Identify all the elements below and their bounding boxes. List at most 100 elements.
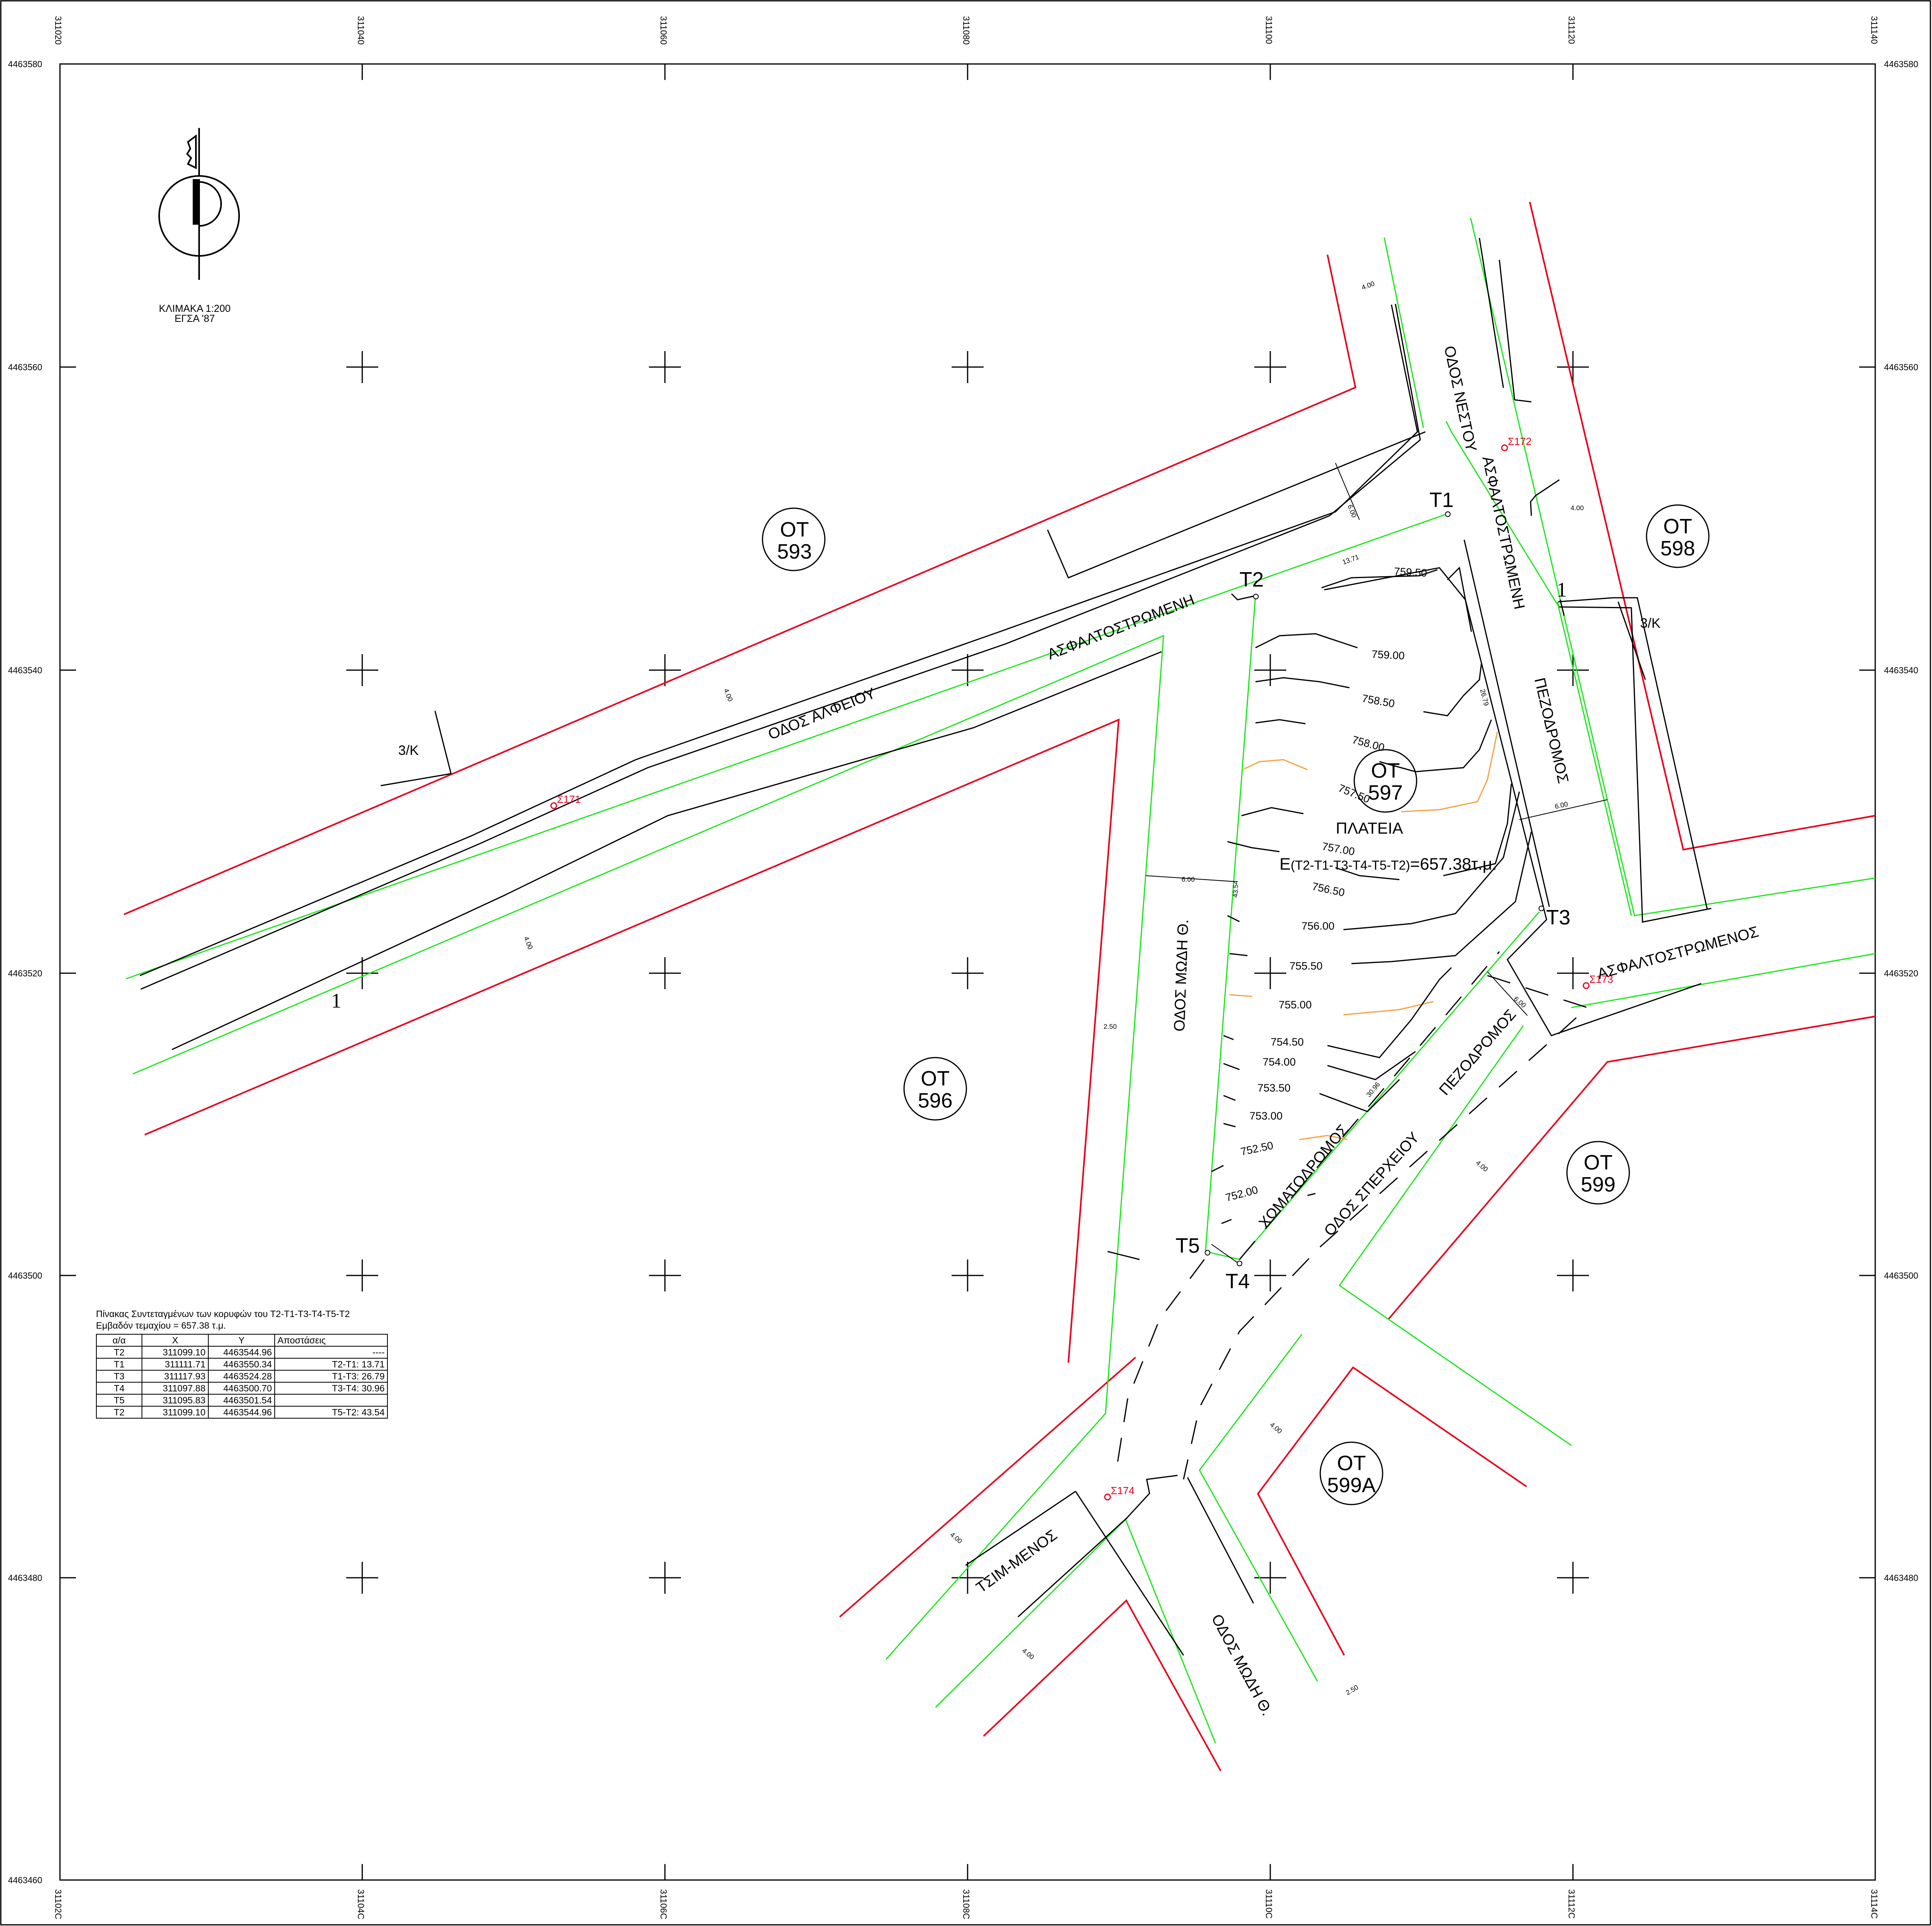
ot-597: ΟΤ — [1371, 759, 1400, 782]
contour-label: 754.50 — [1271, 1036, 1304, 1048]
coordinates-table: Πίνακας Συντεταγμένων των κορυφών του Τ2… — [96, 1308, 388, 1419]
benchmark-s171: Σ171 — [557, 793, 581, 805]
table-cell: 4463550.34 — [208, 1358, 275, 1371]
table-row: T3 311117.93 4463524.28 T1-T3: 26.79 — [96, 1370, 388, 1383]
grid-labels-left: 4463580 4463560 4463540 4463520 4463500 … — [8, 59, 42, 1885]
grid-label-left: 4463580 — [8, 59, 42, 69]
grid-label-right: 4463580 — [1884, 59, 1918, 69]
benchmark-points — [550, 444, 1590, 1501]
table-cell: 311117.93 — [142, 1370, 209, 1383]
table-cell: T5-T2: 43.54 — [274, 1406, 388, 1419]
ot-593: ΟΤ — [780, 518, 809, 541]
grid-label-top: 311060 — [659, 16, 669, 45]
vertex-t4: T4 — [1225, 1270, 1250, 1293]
grid-label-bottom: 31114C — [1869, 1889, 1879, 1919]
grid-label-top: 311020 — [53, 16, 63, 45]
contours — [1211, 569, 1532, 1224]
ot-598: ΟΤ — [1663, 515, 1692, 538]
contour-label: 759.00 — [1371, 648, 1405, 662]
dimension-label: 2.50 — [1345, 1683, 1360, 1696]
contour-label: 758.00 — [1351, 734, 1386, 754]
dimension-label: 4.00 — [1020, 1647, 1036, 1661]
contour-label: 753.00 — [1249, 1110, 1283, 1122]
table-header-row: α/α X Y Αποστάσεις — [96, 1334, 388, 1347]
grid-label-bottom: 31104C — [356, 1889, 366, 1920]
vertex-t5: T5 — [1176, 1234, 1200, 1257]
grid-label-top: 311100 — [1264, 16, 1274, 44]
ot-598: 598 — [1661, 537, 1695, 560]
grid-label-top: 311140 — [1869, 16, 1879, 44]
table-cell: 4463544.96 — [208, 1406, 275, 1419]
grid-label-bottom: 31108C — [961, 1889, 971, 1920]
contour-label: 756.00 — [1301, 920, 1335, 932]
grid-label-right: 4463560 — [1884, 362, 1918, 372]
grid-label-bottom: 31102C — [53, 1889, 63, 1920]
table-cell: 311097.88 — [142, 1382, 209, 1395]
grid-label-left: 4463520 — [8, 968, 42, 978]
vertex-t1: T1 — [1429, 489, 1454, 512]
table-cell: T4 — [96, 1382, 142, 1395]
grid-label-right: 4463540 — [1884, 665, 1918, 675]
grid-label-top: 311080 — [961, 16, 971, 45]
dimension-label: 4.00 — [1268, 1421, 1283, 1435]
ot-593: 593 — [777, 540, 812, 563]
grid-label-top: 311120 — [1567, 16, 1577, 44]
contour-label: 756.50 — [1311, 880, 1346, 899]
table-cell: 4463544.96 — [208, 1346, 275, 1359]
ot-599: 599 — [1581, 1173, 1616, 1196]
contour-label: 754.00 — [1263, 1056, 1296, 1068]
grid-label-left: 4463560 — [8, 362, 42, 372]
floor-mark: 1 — [1557, 579, 1567, 601]
dimension-lines — [1146, 463, 1608, 1266]
contour-label: 758.50 — [1361, 692, 1396, 710]
ot-596: ΟΤ — [921, 1067, 950, 1090]
vertex-points — [1205, 511, 1544, 1266]
table-cell: 311095.83 — [142, 1394, 209, 1407]
table-header: Αποστάσεις — [274, 1334, 388, 1347]
road-edges — [140, 238, 1712, 1656]
table-cell: 311111.71 — [142, 1358, 209, 1371]
table-cell: T3 — [96, 1370, 142, 1383]
grid-label-right: 4463520 — [1884, 968, 1918, 978]
retaining-label-left: 3/Κ — [398, 743, 419, 758]
dimension-label: 4.00 — [1571, 504, 1584, 512]
grid-label-bottom: 31112C — [1567, 1889, 1577, 1919]
floor-mark: 1 — [331, 990, 341, 1012]
dirt-road — [1115, 951, 1589, 1480]
dimension-label: 2.50 — [1104, 1023, 1117, 1030]
grid-labels-bottom: 31102C 31104C 31106C 31108C 31110C 31112… — [53, 1889, 1879, 1920]
benchmark-s173: Σ173 — [1589, 973, 1613, 985]
grid-label-bottom: 31110C — [1264, 1889, 1274, 1919]
table-header: X — [142, 1334, 209, 1347]
grid-labels-right: 4463580 4463560 4463540 4463520 4463500 … — [1884, 59, 1918, 1583]
table-cell: 311099.10 — [142, 1346, 209, 1359]
frame-ticks — [60, 64, 1875, 1880]
grid-label-left: 4463460 — [8, 1875, 42, 1885]
contour-label: 755.50 — [1289, 960, 1323, 972]
grid-label-bottom: 31106C — [659, 1889, 669, 1920]
grid-label-left: 4463480 — [8, 1573, 42, 1583]
street-modi-upper: ΟΔΟΣ ΜΩΔΗ Θ. — [1171, 919, 1192, 1032]
table-cell: T1 — [96, 1358, 142, 1371]
grid-crosses — [346, 351, 1589, 1594]
street-sperxeiou-surface: ΑΣΦΑΛΤΟΣΤΡΩΜΕΝΟΣ — [1596, 923, 1761, 982]
table-row: T4 311097.88 4463500.70 T3-T4: 30.96 — [96, 1382, 388, 1395]
street-nestou: ΟΔΟΣ ΝΕΣΤΟΥ — [1441, 344, 1479, 453]
contour-label: 753.50 — [1257, 1082, 1291, 1094]
table-cell: T2 — [96, 1346, 142, 1359]
dimension-label: 30.96 — [1365, 1081, 1382, 1099]
table-row: T1 311111.71 4463550.34 T2-T1: 13.71 — [96, 1358, 388, 1371]
table-cell: 4463500.70 — [208, 1382, 275, 1395]
retaining-label-right: 3/Κ — [1640, 616, 1661, 631]
dimension-labels: 4.00 6.00 13.71 4.00 4.00 4.00 26.79 6.0… — [522, 280, 1584, 1697]
ot-597: 597 — [1368, 781, 1403, 804]
table-row: T2 311099.10 4463544.96 ---- — [96, 1346, 388, 1359]
street-modi-lower: ΟΔΟΣ ΜΩΔΗ Θ. — [1208, 1612, 1275, 1718]
block-boundaries — [124, 202, 1876, 1771]
table-cell: 311099.10 — [142, 1406, 209, 1419]
table-cell: 4463524.28 — [208, 1370, 275, 1383]
dimension-label: 4.00 — [722, 687, 734, 703]
benchmark-s174: Σ174 — [1111, 1485, 1134, 1497]
street-pedestrian-diagonal: ΠΕΖΟΔΡΟΜΟΣ — [1436, 1006, 1520, 1099]
